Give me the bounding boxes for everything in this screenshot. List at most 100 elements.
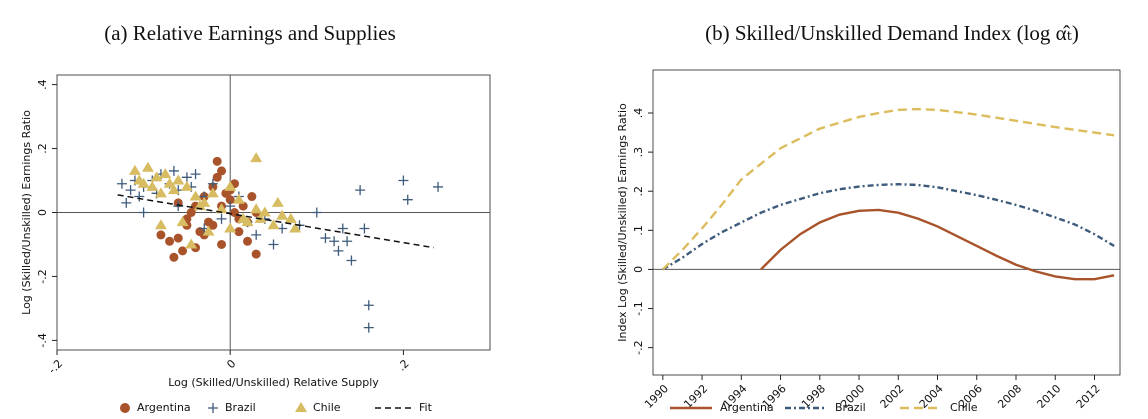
point (329, 236, 340, 247)
series-line (662, 182, 1115, 271)
series-line (661, 107, 1115, 271)
legend-label: Argentina (720, 401, 774, 414)
point (284, 212, 297, 223)
point (141, 161, 154, 172)
point (190, 169, 201, 180)
point (346, 255, 357, 266)
point (216, 213, 227, 224)
point (206, 187, 219, 198)
point (250, 203, 263, 214)
y-tick-label: -.1 (632, 301, 645, 315)
point (234, 227, 244, 237)
point (138, 207, 149, 218)
point (217, 239, 227, 249)
point (169, 252, 179, 262)
chart-title: (b) Skilled/Unskilled Demand Index (log … (705, 21, 1079, 45)
point (289, 222, 302, 233)
point (276, 209, 289, 220)
point (207, 178, 218, 189)
point (271, 196, 284, 207)
point (359, 223, 370, 234)
fit-line (117, 194, 434, 249)
point (355, 185, 366, 196)
point (137, 177, 150, 188)
x-tick-label: 0 (224, 357, 238, 371)
point (189, 190, 202, 201)
point (208, 220, 218, 230)
plot-area (652, 69, 1121, 376)
point (363, 322, 374, 333)
point (224, 222, 237, 233)
point (212, 156, 222, 166)
y-tick-label: -.2 (36, 269, 49, 283)
point (237, 212, 250, 223)
x-tick-label: 2012 (1074, 382, 1103, 411)
point (116, 178, 127, 189)
point (154, 187, 167, 198)
point (251, 249, 261, 259)
point (150, 171, 163, 182)
point (173, 233, 183, 243)
legend-label: Fit (419, 401, 433, 414)
x-tick-label: 2002 (878, 382, 907, 411)
x-tick-label: .2 (395, 357, 412, 374)
point (212, 172, 222, 182)
y-tick-label: .2 (632, 186, 645, 197)
legend-marker (208, 403, 218, 413)
point (167, 184, 180, 195)
x-tick-label: 2010 (1034, 382, 1063, 411)
y-tick-label: .2 (36, 143, 49, 154)
point (168, 165, 179, 176)
point (181, 172, 192, 183)
point (232, 193, 245, 204)
point (251, 229, 262, 240)
point (225, 201, 236, 212)
point (172, 174, 185, 185)
point (146, 180, 159, 191)
legend-label: Brazil (835, 401, 866, 414)
x-tick-label: -.2 (46, 357, 65, 376)
point (243, 236, 253, 246)
point (178, 246, 188, 256)
point (250, 152, 263, 163)
y-tick-label: .3 (632, 147, 645, 158)
point (165, 236, 175, 246)
point (185, 238, 198, 249)
point (402, 194, 413, 205)
legend-marker (295, 402, 307, 412)
legend-label: Brazil (225, 401, 256, 414)
legend-label: Argentina (137, 401, 191, 414)
legend-label: Chile (950, 401, 978, 414)
point (342, 236, 353, 247)
point (180, 180, 193, 191)
point (121, 197, 132, 208)
y-tick-label: 0 (632, 266, 645, 273)
point (186, 208, 196, 217)
point (267, 219, 280, 230)
y-axis-label: Log (Skilled/Unskilled) Earnings Ratio (20, 110, 33, 315)
point (238, 201, 248, 211)
point (156, 230, 166, 240)
point (247, 192, 257, 202)
point (398, 175, 409, 186)
point (363, 300, 374, 311)
y-axis-label: Index Log (Skilled/Unskilled) Earnings R… (616, 103, 629, 342)
point (254, 212, 267, 223)
y-tick-label: 0 (36, 209, 49, 216)
point (202, 225, 215, 236)
legend-marker (120, 403, 130, 413)
chart-title: (a) Relative Earnings and Supplies (104, 21, 396, 45)
point (333, 245, 344, 256)
x-tick-label: 2008 (995, 382, 1024, 411)
point (433, 181, 444, 192)
point (163, 177, 176, 188)
x-tick-label: 1998 (799, 382, 828, 411)
y-tick-label: .1 (632, 225, 645, 236)
y-tick-label: .4 (36, 79, 49, 90)
point (337, 223, 348, 234)
x-axis-label: Log (Skilled/Unskilled) Relative Supply (168, 376, 379, 389)
point (225, 195, 235, 205)
x-tick-label: 2004 (917, 382, 946, 411)
point (176, 216, 189, 227)
